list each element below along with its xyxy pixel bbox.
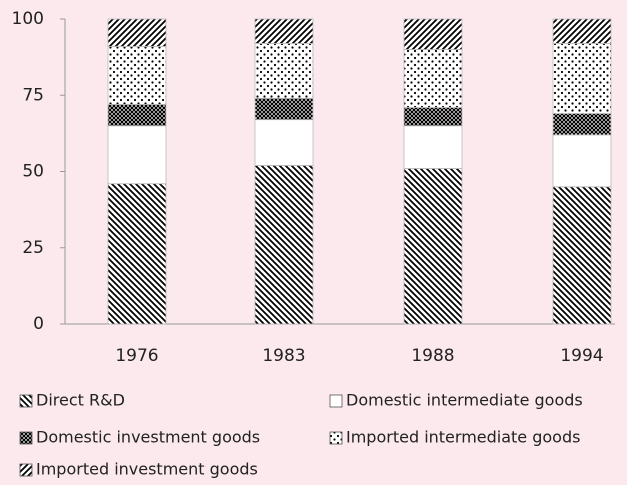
bar-segment [552,43,612,114]
bar-segment [403,49,463,108]
legend-label: Direct R&D [36,391,125,410]
y-tick-label: 25 [22,238,44,258]
bar-segment [552,18,612,44]
x-tick-label: 1983 [262,346,305,366]
bar-segment [403,168,463,325]
x-tick-label: 1976 [115,346,158,366]
legend-label: Domestic intermediate goods [346,391,583,410]
x-tick-label: 1988 [411,346,454,366]
bar-segment [403,107,463,127]
y-tick-label: 0 [33,314,44,334]
bar-segment [254,97,314,121]
bar-segment [552,134,612,188]
bar-segment [254,119,314,166]
legend-label: Domestic investment goods [36,428,260,447]
bar-segment [403,125,463,169]
bar-segment [552,113,612,136]
legend-swatch [329,394,343,408]
bar-segment [552,186,612,325]
legend-swatch [329,431,343,445]
legend-label: Imported investment goods [36,460,258,479]
x-tick-label: 1994 [560,346,603,366]
legend-swatch [19,431,33,445]
legend-swatch [19,463,33,477]
bar-segment [107,125,167,185]
y-tick-label: 75 [22,85,44,105]
bar-segment [107,183,167,325]
bar-segment [254,43,314,99]
y-tick-label: 100 [12,9,44,29]
y-tick-label: 50 [22,162,44,182]
bar-segment [403,18,463,50]
legend-swatch [19,394,33,408]
legend-label: Imported intermediate goods [346,428,580,447]
bar-segment [107,104,167,127]
bar-segment [254,18,314,44]
bar-segment [107,46,167,105]
bar-segment [107,18,167,47]
bar-segment [254,164,314,325]
